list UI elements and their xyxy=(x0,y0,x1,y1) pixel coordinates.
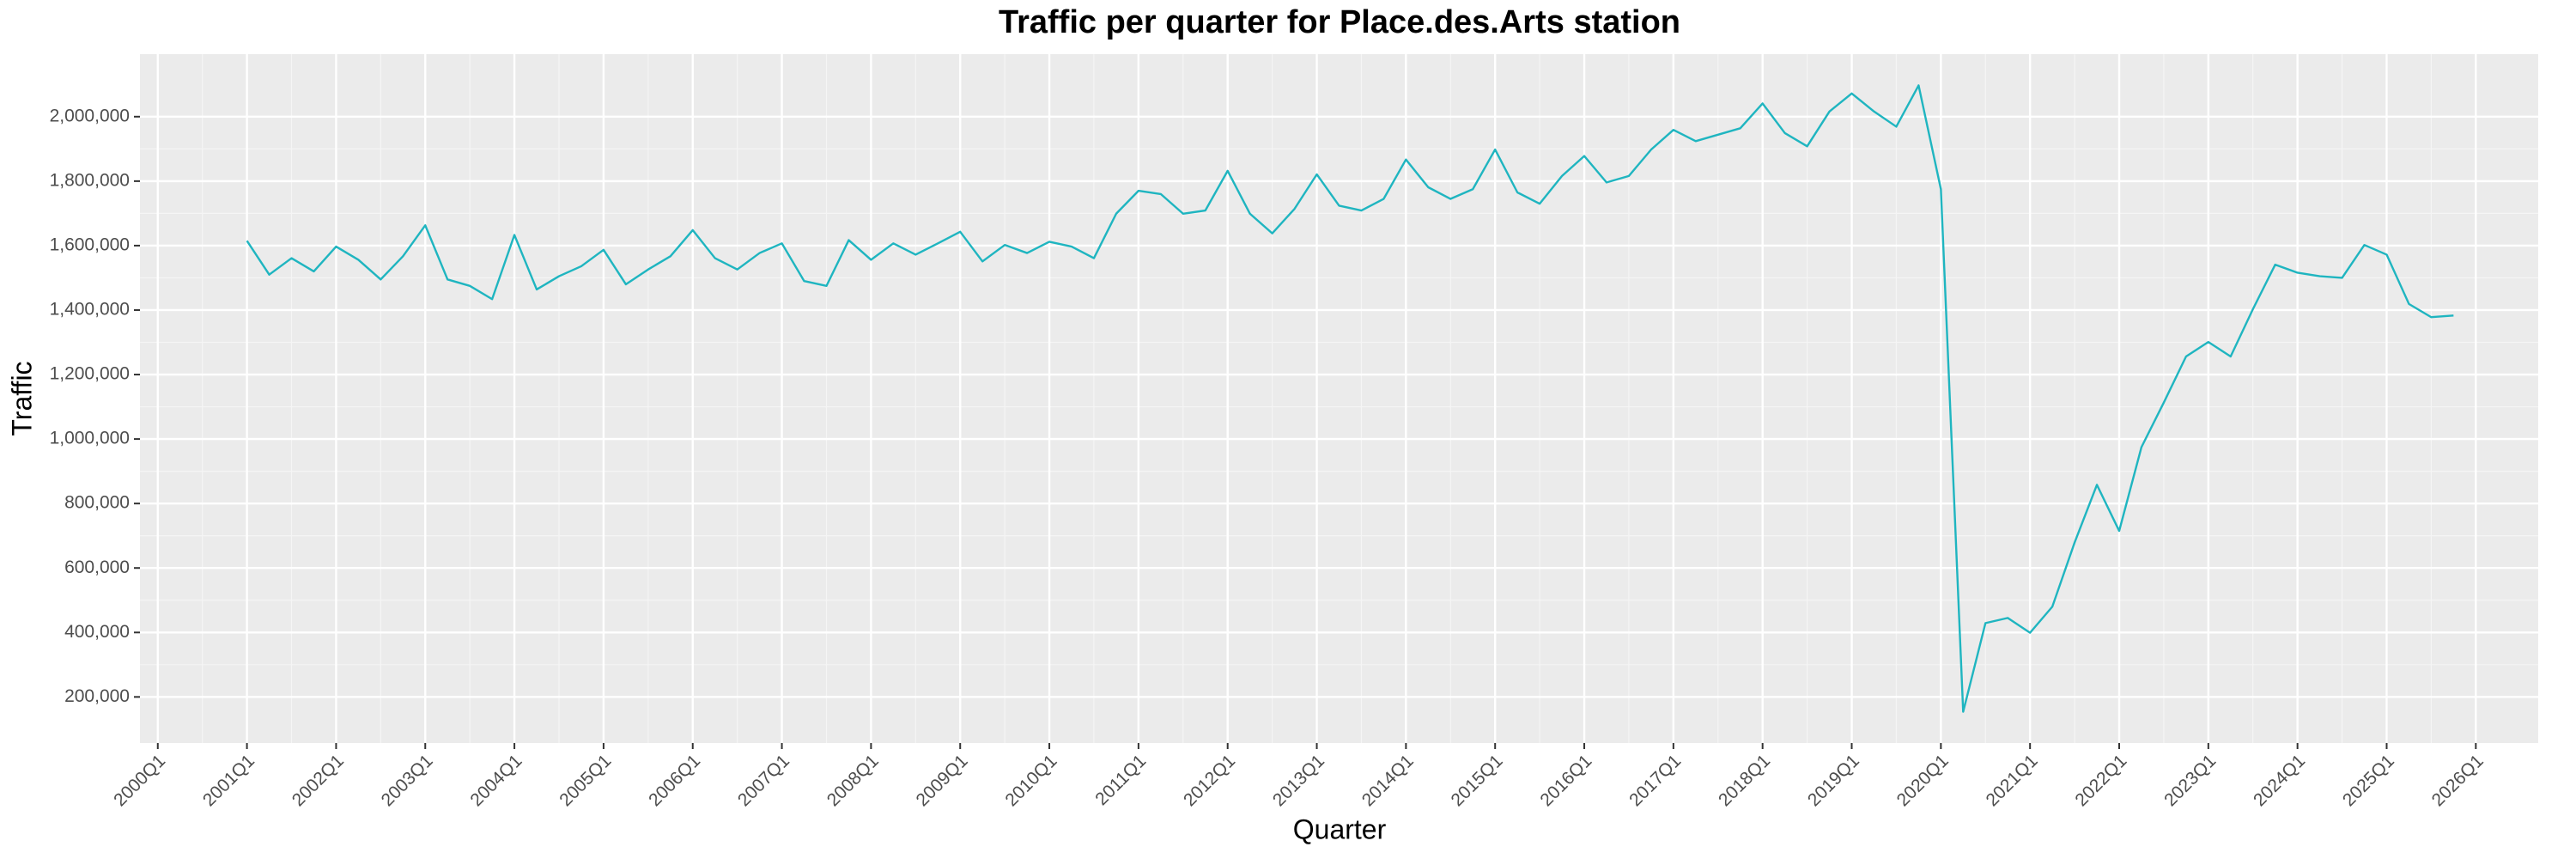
y-tick-label: 1,600,000 xyxy=(50,235,130,254)
y-tick-label: 200,000 xyxy=(64,686,130,706)
x-tick-label: 2010Q1 xyxy=(1001,751,1060,810)
x-tick-label: 2019Q1 xyxy=(1804,751,1863,810)
y-tick-label: 2,000,000 xyxy=(50,106,130,125)
y-tick-label: 1,400,000 xyxy=(50,300,130,320)
x-tick-label: 2001Q1 xyxy=(199,751,258,810)
x-tick-label: 2009Q1 xyxy=(913,751,972,810)
x-tick-label: 2024Q1 xyxy=(2250,751,2309,810)
x-axis-title: Quarter xyxy=(1293,813,1387,844)
y-axis-title: Traffic xyxy=(6,361,37,436)
x-tick-label: 2016Q1 xyxy=(1536,751,1595,810)
x-tick-label: 2004Q1 xyxy=(466,751,526,810)
chart-title: Traffic per quarter for Place.des.Arts s… xyxy=(999,4,1680,40)
x-tick-label: 2012Q1 xyxy=(1180,751,1239,810)
y-tick-label: 1,200,000 xyxy=(50,364,130,384)
y-tick-label: 1,800,000 xyxy=(50,170,130,190)
y-tick-label: 800,000 xyxy=(64,493,130,513)
x-tick-label: 2007Q1 xyxy=(734,751,793,810)
y-tick-label: 400,000 xyxy=(64,622,130,642)
x-tick-label: 2022Q1 xyxy=(2071,751,2130,810)
x-tick-label: 2000Q1 xyxy=(110,751,169,810)
x-tick-label: 2015Q1 xyxy=(1448,751,1507,810)
x-tick-label: 2023Q1 xyxy=(2160,751,2220,810)
x-tick-label: 2020Q1 xyxy=(1893,751,1953,810)
x-tick-label: 2002Q1 xyxy=(289,751,348,810)
y-tick-label: 600,000 xyxy=(64,557,130,577)
x-tick-label: 2005Q1 xyxy=(556,751,615,810)
x-tick-label: 2013Q1 xyxy=(1269,751,1328,810)
x-tick-label: 2017Q1 xyxy=(1625,751,1685,810)
x-tick-label: 2026Q1 xyxy=(2428,751,2488,810)
y-tick-label: 1,000,000 xyxy=(50,429,130,448)
x-tick-label: 2011Q1 xyxy=(1091,751,1150,809)
line xyxy=(246,84,2454,713)
x-tick-label: 2006Q1 xyxy=(645,751,704,810)
x-tick-label: 2021Q1 xyxy=(1983,751,2042,810)
x-tick-label: 2003Q1 xyxy=(378,751,437,810)
x-tick-label: 2018Q1 xyxy=(1715,751,1774,810)
panel xyxy=(140,54,2538,743)
x-tick-label: 2014Q1 xyxy=(1358,751,1418,810)
x-tick-label: 2008Q1 xyxy=(823,751,883,810)
x-tick-label: 2025Q1 xyxy=(2339,751,2398,810)
